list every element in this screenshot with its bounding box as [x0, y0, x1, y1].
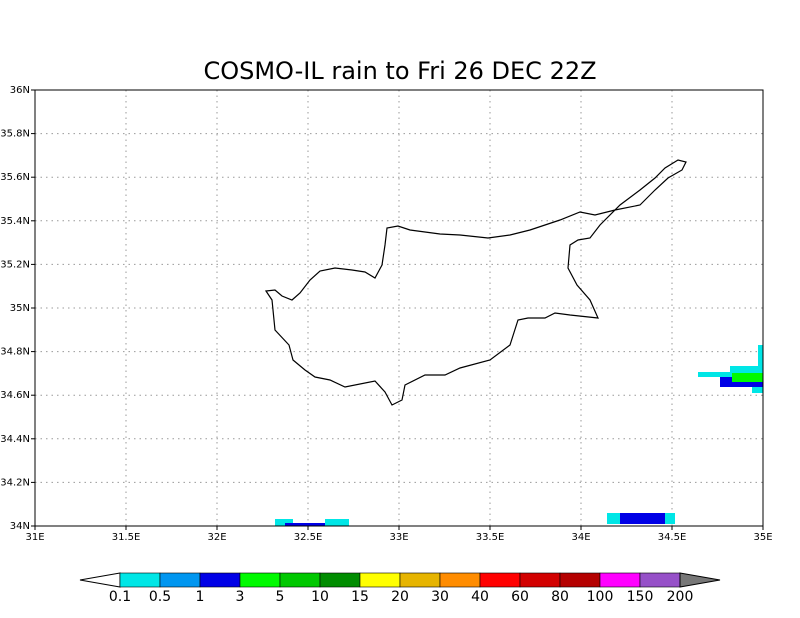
y-tick-label: 35N — [10, 303, 30, 314]
rain-cell — [285, 523, 330, 526]
colorbar-box — [359, 572, 401, 588]
colorbar-label: 5 — [276, 589, 285, 605]
grid — [34, 89, 764, 527]
y-tick-label: 34.6N — [0, 390, 30, 401]
rain-cell — [730, 366, 763, 373]
x-tick-label: 33E — [389, 532, 408, 543]
y-tick-label: 36N — [10, 85, 30, 96]
colorbar-label: 60 — [511, 589, 529, 605]
colorbar-box — [119, 572, 161, 588]
colorbar-label: 1 — [196, 589, 205, 605]
colorbar-box — [399, 572, 441, 588]
coastline — [264, 159, 687, 406]
rain-cell — [620, 513, 665, 524]
colorbar-end — [79, 572, 121, 588]
colorbar-label: 80 — [551, 589, 569, 605]
colorbar-label: 0.5 — [149, 589, 171, 605]
x-tick-label: 31E — [25, 532, 44, 543]
x-tick-label: 34.5E — [658, 532, 687, 543]
colorbar-box — [599, 572, 641, 588]
y-tick-label: 34N — [10, 521, 30, 532]
map-title: COSMO-IL rain to Fri 26 DEC 22Z — [203, 57, 596, 85]
rain-field — [275, 345, 763, 526]
colorbar-box — [519, 572, 561, 588]
colorbar-end — [679, 572, 721, 588]
colorbar-label: 30 — [431, 589, 449, 605]
y-tick-label: 35.2N — [0, 259, 30, 270]
colorbar: 0.1 0.5 1 3 5 10 15 20 30 40 60 80 100 150 200 — [79, 572, 721, 605]
colorbar-box — [279, 572, 321, 588]
y-tick-label: 34.4N — [0, 434, 30, 445]
colorbar-box — [559, 572, 601, 588]
y-tick-label: 35.4N — [0, 216, 30, 227]
y-tick-label: 34.2N — [0, 477, 30, 488]
colorbar-label: 40 — [471, 589, 489, 605]
colorbar-label: 150 — [627, 589, 654, 605]
colorbar-box — [639, 572, 681, 588]
axes: 31E 31.5E 32E 32.5E 33E 33.5E 34E 34.5E 35E 34N 34… — [0, 85, 772, 543]
rain-cell — [275, 519, 293, 526]
colorbar-label: 200 — [667, 589, 694, 605]
x-tick-label: 32.5E — [294, 532, 323, 543]
colorbar-box — [199, 572, 241, 588]
colorbar-label: 0.1 — [109, 589, 131, 605]
x-tick-label: 32E — [207, 532, 226, 543]
y-tick-label: 35.6N — [0, 172, 30, 183]
x-tick-label: 31.5E — [112, 532, 141, 543]
colorbar-label: 20 — [391, 589, 409, 605]
colorbar-label: 10 — [311, 589, 329, 605]
colorbar-label: 100 — [587, 589, 614, 605]
x-tick-label: 34E — [571, 532, 590, 543]
colorbar-box — [439, 572, 481, 588]
x-tick-label: 33.5E — [476, 532, 505, 543]
y-tick-label: 34.8N — [0, 347, 30, 358]
y-tick-label: 35.8N — [0, 129, 30, 140]
colorbar-box — [319, 572, 361, 588]
colorbar-box — [239, 572, 281, 588]
rain-cell — [698, 372, 732, 377]
rain-cell — [752, 387, 763, 393]
colorbar-label: 15 — [351, 589, 369, 605]
rain-cell — [758, 345, 763, 366]
colorbar-label: 3 — [236, 589, 245, 605]
colorbar-box — [159, 572, 201, 588]
rain-cell — [325, 519, 349, 526]
colorbar-box — [479, 572, 521, 588]
x-tick-label: 35E — [753, 532, 772, 543]
rain-cell — [732, 373, 763, 382]
